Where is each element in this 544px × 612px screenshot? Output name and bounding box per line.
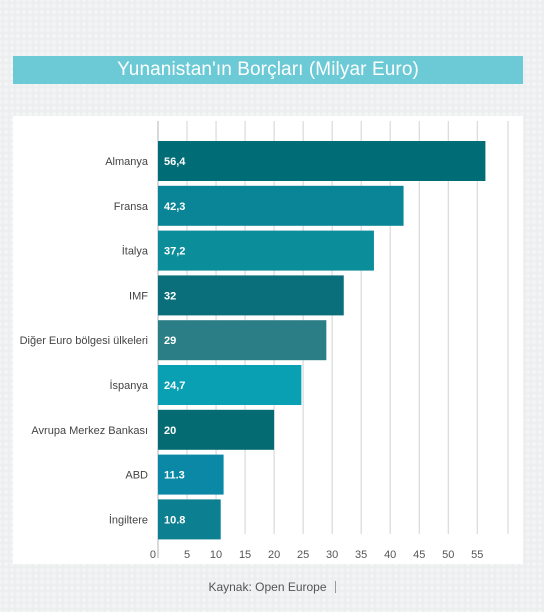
bar-6 — [158, 409, 275, 450]
category-label-7: ABD — [125, 470, 148, 482]
category-label-1: Fransa — [114, 201, 149, 213]
x-tick-label-50: 50 — [442, 549, 454, 561]
value-label-8: 10.8 — [164, 514, 185, 526]
bar-4 — [158, 320, 327, 361]
x-tick-label-10: 10 — [210, 549, 222, 561]
value-label-0: 56,4 — [164, 156, 186, 168]
text-cursor — [334, 581, 336, 593]
category-label-5: İspanya — [109, 379, 148, 392]
x-tick-label-5: 5 — [184, 549, 190, 561]
x-tick-label-25: 25 — [297, 549, 309, 561]
chart-title: Yunanistan'ın Borçları (Milyar Euro) — [13, 56, 523, 84]
bar-chart: Almanya 56,4 Fransa 42,3 İtalya 37,2 IMF 32 Diğe… — [20, 121, 509, 561]
chart-panel: Almanya 56,4 Fransa 42,3 İtalya 37,2 IMF 32 Diğe… — [13, 116, 523, 564]
value-label-5: 24,7 — [164, 380, 185, 392]
category-label-8: İngiltere — [109, 513, 148, 526]
bar-3 — [158, 275, 344, 316]
category-label-3: IMF — [129, 290, 148, 302]
value-label-3: 32 — [164, 290, 176, 302]
bar-2 — [158, 230, 374, 271]
x-tick-label-30: 30 — [326, 549, 338, 561]
value-label-6: 20 — [164, 425, 176, 437]
x-tick-label-55: 55 — [471, 549, 483, 561]
x-tick-label-35: 35 — [355, 549, 367, 561]
x-tick-label-15: 15 — [239, 549, 251, 561]
value-label-1: 42,3 — [164, 201, 185, 213]
source-text: Kaynak: Open Europe — [208, 580, 327, 594]
bar-1 — [158, 185, 404, 226]
value-label-7: 11.3 — [164, 470, 185, 482]
category-label-0: Almanya — [105, 156, 149, 168]
value-label-2: 37,2 — [164, 246, 185, 258]
bar-0 — [158, 141, 486, 181]
value-label-4: 29 — [164, 335, 176, 347]
x-tick-label-45: 45 — [413, 549, 425, 561]
x-tick-label-0: 0 — [150, 549, 156, 561]
category-label-4: Diğer Euro bölgesi ülkeleri — [20, 335, 148, 347]
x-tick-label-20: 20 — [268, 549, 280, 561]
category-label-2: İtalya — [122, 245, 149, 258]
category-label-6: Avrupa Merkez Bankası — [31, 425, 148, 437]
bar-8 — [158, 499, 221, 540]
source-note: Kaynak: Open Europe — [0, 580, 544, 594]
bar-5 — [158, 365, 302, 405]
x-tick-label-40: 40 — [384, 549, 396, 561]
bar-7 — [158, 454, 224, 495]
